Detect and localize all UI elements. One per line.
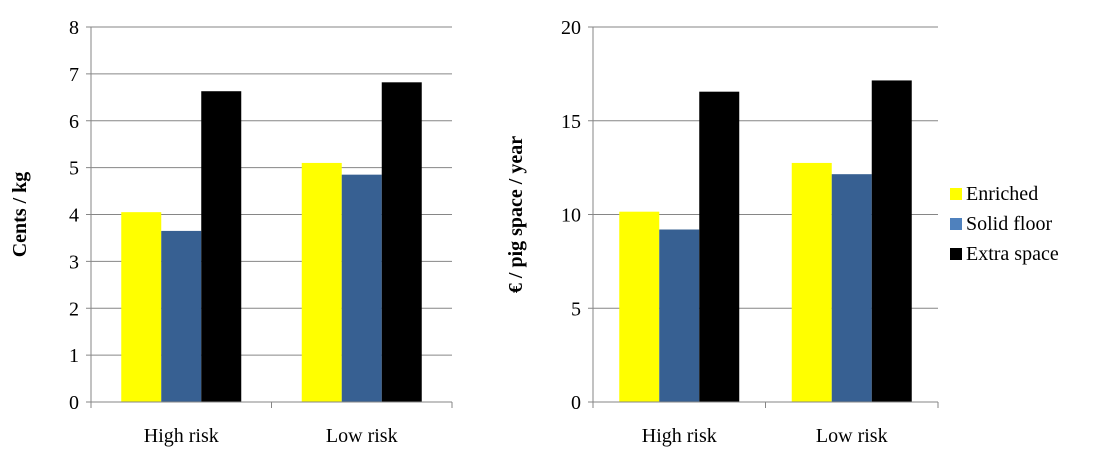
bar-solid-floor-high-risk (161, 230, 202, 402)
legend-label-solid-floor: Solid floor (966, 213, 1052, 235)
y-tick-label: 1 (69, 345, 79, 367)
y-tick-label: 7 (69, 64, 79, 86)
y-axis-title: Cents / kg (9, 172, 31, 258)
legend-swatch-solid-floor (950, 218, 962, 230)
x-tick-label: Low risk (816, 425, 888, 447)
bar-enriched-low-risk (791, 162, 832, 402)
bar-solid-floor-low-risk (341, 174, 382, 402)
y-tick-label: 3 (69, 251, 79, 273)
y-tick-label: 8 (69, 17, 79, 39)
y-axis-title: € / pig space / year (505, 136, 527, 293)
legend: Enriched Solid floor Extra space (950, 183, 1059, 265)
bar-enriched-high-risk (619, 211, 660, 402)
bar-extra-space-high-risk (699, 91, 740, 402)
legend-label-enriched: Enriched (966, 183, 1038, 205)
chart-cents-per-kg: 0 1 2 3 4 5 6 7 8 High risk Low risk Cents / kg (9, 17, 453, 447)
bar-enriched-low-risk (301, 162, 342, 402)
legend-swatch-enriched (950, 188, 962, 200)
bar-extra-space-low-risk (381, 82, 422, 402)
y-tick-label: 15 (561, 111, 581, 133)
chart-euro-per-pig-space: 0 5 10 15 20 High risk Low risk € / pig space /… (505, 17, 939, 447)
x-tick-label: High risk (642, 425, 717, 447)
bar-extra-space-high-risk (201, 91, 242, 402)
bar-solid-floor-high-risk (659, 229, 700, 402)
y-tick-label: 5 (69, 158, 79, 180)
y-tick-label: 0 (69, 392, 79, 414)
legend-label-extra-space: Extra space (966, 243, 1059, 265)
bar-solid-floor-low-risk (831, 174, 872, 402)
y-tick-label: 6 (69, 111, 79, 133)
y-tick-label: 20 (561, 17, 581, 39)
bar-enriched-high-risk (121, 212, 162, 402)
y-tick-label: 10 (561, 205, 581, 227)
y-tick-label: 5 (571, 298, 581, 320)
y-tick-label: 4 (69, 205, 79, 227)
legend-swatch-extra-space (950, 248, 962, 260)
x-tick-label: Low risk (326, 425, 398, 447)
y-tick-label: 2 (69, 298, 79, 320)
x-tick-label: High risk (144, 425, 219, 447)
y-tick-label: 0 (571, 392, 581, 414)
bar-extra-space-low-risk (871, 80, 912, 402)
